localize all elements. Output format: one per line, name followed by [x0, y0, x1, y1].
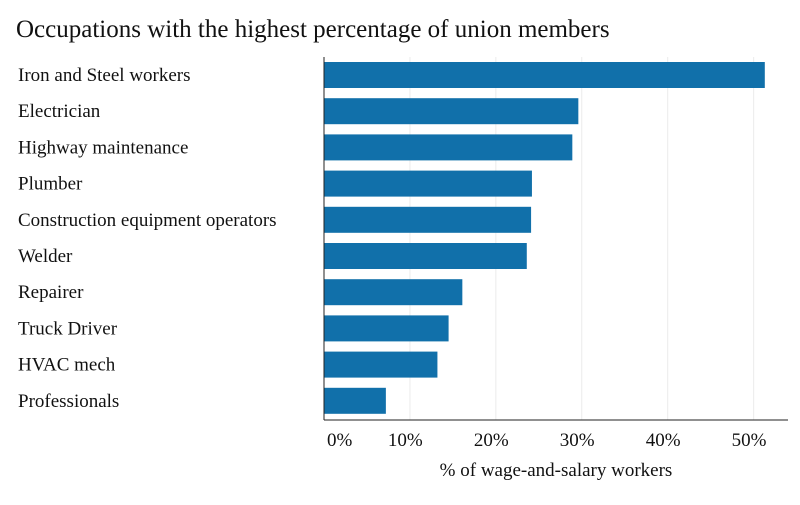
category-label: Professionals	[18, 391, 119, 412]
x-axis-label: % of wage-and-salary workers	[440, 460, 673, 481]
category-label: Highway maintenance	[18, 137, 188, 158]
x-tick-label: 30%	[560, 430, 595, 451]
bar	[324, 62, 765, 88]
category-labels: Iron and Steel workers Electrician Highway…	[18, 65, 277, 412]
category-label: Construction equipment operators	[18, 210, 277, 231]
x-tick-label: 40%	[646, 430, 681, 451]
x-tick-label: 20%	[474, 430, 509, 451]
category-label: Welder	[18, 246, 73, 267]
category-label: Truck Driver	[18, 318, 118, 339]
category-label: Iron and Steel workers	[18, 65, 191, 86]
chart-title: Occupations with the highest percentage …	[16, 16, 610, 43]
category-label: Repairer	[18, 282, 84, 303]
bar	[324, 243, 527, 269]
bar	[324, 279, 463, 306]
bar	[324, 206, 532, 233]
bar	[324, 134, 573, 161]
bar	[324, 315, 449, 342]
x-tick-label: 10%	[388, 430, 423, 451]
bar	[324, 351, 438, 378]
x-tick-label: 50%	[732, 430, 767, 451]
x-tick-label: 0%	[327, 430, 353, 451]
category-label: HVAC mech	[18, 355, 116, 376]
category-label: Plumber	[18, 174, 83, 195]
bars	[324, 62, 765, 414]
x-tick-labels: 0% 10% 20% 30% 40% 50%	[327, 430, 767, 451]
bar	[324, 387, 386, 414]
category-label: Electrician	[18, 101, 101, 122]
bar	[324, 98, 579, 125]
bar	[324, 170, 532, 197]
